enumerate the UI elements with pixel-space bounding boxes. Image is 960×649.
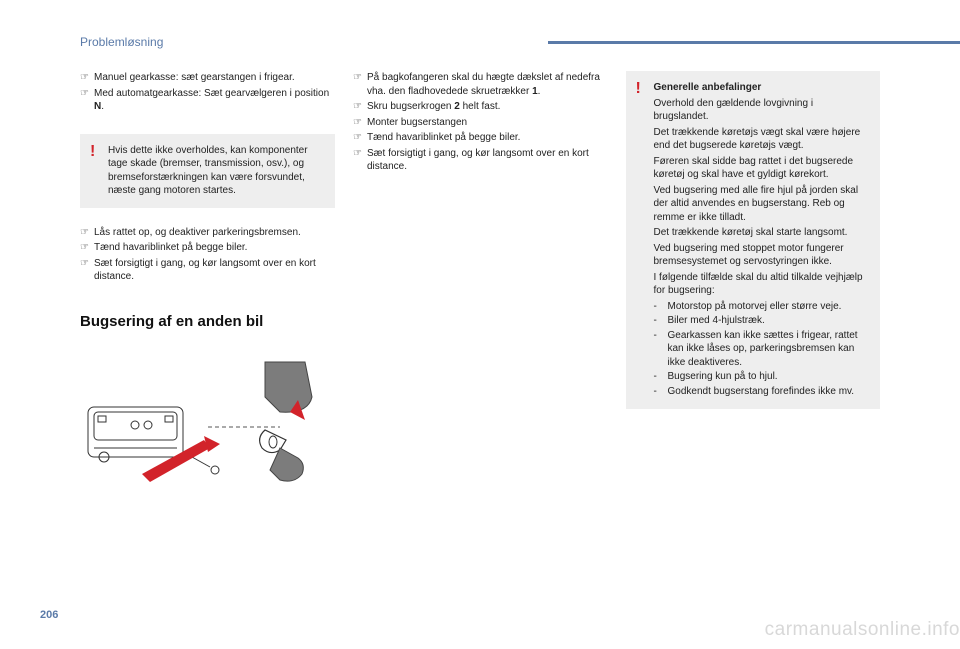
bullet-icon: ☞ [353,147,367,174]
list-text: Sæt forsigtigt i gang, og kør langsomt o… [367,147,608,174]
bullet-icon: ☞ [80,87,94,114]
list-text: Tænd havariblinket på begge biler. [94,241,335,255]
dash-icon: - [654,329,668,370]
bullet-icon: ☞ [80,71,94,85]
page-content: Problemløsning ☞Manuel gearkasse: sæt ge… [80,35,880,496]
header-rule [548,41,960,44]
list-text: Med automatgearkasse: Sæt gearvælgeren i… [94,87,335,114]
col2-list: ☞På bagkofangeren skal du hægte dækslet … [353,71,608,174]
list-text: Godkendt bugserstang forefindes ikke mv. [668,385,871,399]
list-text: Manuel gearkasse: sæt gearstangen i frig… [94,71,335,85]
rec-para: Det trækkende køretøjs vægt skal være hø… [654,126,871,153]
rec-para: Det trækkende køretøj skal starte langso… [654,226,871,240]
col3: ! Generelle anbefalinger Overhold den gæ… [626,71,881,496]
warning-text: Hvis dette ikke overholdes, kan komponen… [108,144,325,198]
dash-icon: - [654,370,668,384]
section-heading: Bugsering af en anden bil [80,312,335,332]
bullet-icon: ☞ [353,131,367,145]
list-item: ☞Manuel gearkasse: sæt gearstangen i fri… [80,71,335,85]
list-text: Tænd havariblinket på begge biler. [367,131,608,145]
list-text: Gearkassen kan ikke sættes i frigear, ra… [668,329,871,370]
rec-dash-list: -Motorstop på motorvej eller større veje… [654,300,871,399]
list-item: ☞Tænd havariblinket på begge biler. [353,131,608,145]
bullet-icon: ☞ [80,226,94,240]
bullet-icon: ☞ [353,116,367,130]
list-item: ☞Sæt forsigtigt i gang, og kør langsomt … [80,257,335,284]
list-item: -Bugsering kun på to hjul. [654,370,871,384]
bullet-icon: ☞ [353,71,367,98]
rec-para: Føreren skal sidde bag rattet i det bugs… [654,155,871,182]
list-text: Lås rattet op, og deaktiver parkeringsbr… [94,226,335,240]
list-item: ☞Monter bugserstangen [353,116,608,130]
list-text: Sæt forsigtigt i gang, og kør langsomt o… [94,257,335,284]
col1: ☞Manuel gearkasse: sæt gearstangen i fri… [80,71,335,496]
list-text: Monter bugserstangen [367,116,608,130]
list-text: Skru bugserkrogen 2 helt fast. [367,100,608,114]
exclamation-icon: ! [636,81,654,399]
list-text: Biler med 4-hjulstræk. [668,314,871,328]
dash-icon: - [654,300,668,314]
list-text: Motorstop på motorvej eller større veje. [668,300,871,314]
col2: ☞På bagkofangeren skal du hægte dækslet … [353,71,608,496]
recommendations-body: Generelle anbefalinger Overhold den gæld… [654,81,871,399]
warning-box: ! Hvis dette ikke overholdes, kan kompon… [80,134,335,208]
page-number: 206 [40,609,58,621]
list-item: ☞På bagkofangeren skal du hægte dækslet … [353,71,608,98]
list-item: -Motorstop på motorvej eller større veje… [654,300,871,314]
list-item: ☞Med automatgearkasse: Sæt gearvælgeren … [80,87,335,114]
list-item: -Biler med 4-hjulstræk. [654,314,871,328]
rec-para: I følgende tilfælde skal du altid tilkal… [654,271,871,298]
list-item: -Gearkassen kan ikke sættes i frigear, r… [654,329,871,370]
list-item: ☞Skru bugserkrogen 2 helt fast. [353,100,608,114]
bullet-icon: ☞ [80,257,94,284]
towing-illustration [80,352,335,492]
col1-mid-list: ☞Lås rattet op, og deaktiver parkeringsb… [80,226,335,284]
dash-icon: - [654,314,668,328]
rec-para: Ved bugsering med stoppet motor fungerer… [654,242,871,269]
watermark: carmanualsonline.info [765,619,960,641]
columns: ☞Manuel gearkasse: sæt gearstangen i fri… [80,71,880,496]
recommendations-title: Generelle anbefalinger [654,81,871,95]
rec-para: Ved bugsering med alle fire hjul på jord… [654,184,871,225]
dash-icon: - [654,385,668,399]
list-item: ☞Tænd havariblinket på begge biler. [80,241,335,255]
bullet-icon: ☞ [353,100,367,114]
list-item: ☞Lås rattet op, og deaktiver parkeringsb… [80,226,335,240]
list-text: Bugsering kun på to hjul. [668,370,871,384]
col1-top-list: ☞Manuel gearkasse: sæt gearstangen i fri… [80,71,335,114]
exclamation-icon: ! [90,144,108,198]
recommendations-box: ! Generelle anbefalinger Overhold den gæ… [626,71,881,409]
bullet-icon: ☞ [80,241,94,255]
section-title: Problemløsning [80,35,163,49]
list-item: -Godkendt bugserstang forefindes ikke mv… [654,385,871,399]
rec-para: Overhold den gældende lovgivning i brugs… [654,97,871,124]
list-item: ☞Sæt forsigtigt i gang, og kør langsomt … [353,147,608,174]
list-text: På bagkofangeren skal du hægte dækslet a… [367,71,608,98]
